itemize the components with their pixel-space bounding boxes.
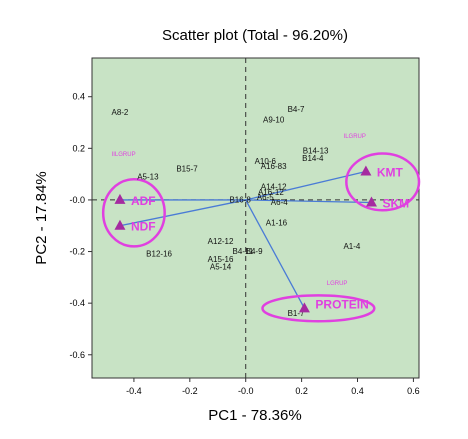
loading-vector-ndf bbox=[119, 199, 246, 227]
sample-label: B15-7 bbox=[176, 165, 198, 174]
highlight-ellipse-right bbox=[345, 152, 421, 212]
loading-label-protein: PROTEIN bbox=[315, 297, 368, 311]
y-tick-label: 0.2 bbox=[72, 143, 85, 153]
sample-label: A8-2 bbox=[111, 108, 128, 117]
loading-marker-protein bbox=[298, 302, 310, 313]
loading-marker-adf bbox=[114, 193, 126, 204]
y-axis-label: PC2 - 17.84% bbox=[33, 171, 50, 264]
loading-marker-skm bbox=[365, 196, 377, 207]
highlight-ellipses bbox=[101, 152, 421, 323]
x-axis-label: PC1 - 78.36% bbox=[208, 407, 301, 424]
loading-markers: ADF NDF KMT SKM PROTEIN bbox=[114, 165, 409, 313]
y-tick-label: -0.2 bbox=[69, 247, 85, 257]
sample-label: B4-11 bbox=[233, 247, 254, 256]
sample-label: A16-12 bbox=[258, 188, 284, 197]
y-tick-label: -0.4 bbox=[69, 298, 85, 308]
sample-label: A5-14 bbox=[210, 263, 232, 272]
sample-label: A16-83 bbox=[261, 162, 287, 171]
sample-label: A9-10 bbox=[263, 116, 285, 125]
group-label: IILGRUP bbox=[112, 152, 136, 158]
loading-marker-kmt bbox=[360, 165, 372, 176]
x-tick-label: -0.4 bbox=[126, 386, 142, 396]
y-axis-ticks: 0.4 0.2 -0.0 -0.2 -0.4 -0.6 bbox=[69, 92, 92, 360]
sample-label: B16-8 bbox=[229, 196, 251, 205]
sample-label: B14-4 bbox=[302, 154, 324, 163]
loading-vector-skm bbox=[245, 199, 372, 204]
sample-label: B1-7 bbox=[288, 309, 305, 318]
x-tick-label: -0.0 bbox=[238, 386, 254, 396]
loading-vector-protein bbox=[245, 199, 305, 309]
group-labels: IILGRUP ILGRUP LGRUP bbox=[112, 134, 366, 287]
highlight-ellipse-bottom bbox=[261, 294, 376, 323]
loading-marker-ndf bbox=[114, 219, 126, 230]
sample-label: B14-13 bbox=[303, 146, 329, 155]
sample-label: A5-13 bbox=[137, 172, 159, 181]
loading-label-skm: SKM bbox=[382, 197, 409, 211]
x-tick-label: 0.6 bbox=[407, 386, 420, 396]
group-label: ILGRUP bbox=[344, 134, 366, 140]
loading-label-ndf: NDF bbox=[131, 220, 156, 234]
x-axis-ticks: -0.4 -0.2 -0.0 0.2 0.4 0.6 bbox=[126, 378, 420, 396]
y-tick-label: -0.0 bbox=[69, 195, 85, 205]
sample-label: A15-16 bbox=[208, 255, 234, 264]
sample-label: B4-9 bbox=[246, 247, 263, 256]
chart-title: Scatter plot (Total - 96.20%) bbox=[162, 27, 348, 44]
sample-label: B4-7 bbox=[288, 105, 305, 114]
sample-label: A12-12 bbox=[208, 237, 234, 246]
sample-label: A10-6 bbox=[255, 157, 277, 166]
sample-label: B12-16 bbox=[146, 250, 172, 259]
y-tick-label: 0.4 bbox=[72, 92, 85, 102]
sample-label: A1-16 bbox=[266, 219, 288, 228]
sample-label: A14-12 bbox=[261, 183, 287, 192]
x-tick-label: -0.2 bbox=[182, 386, 198, 396]
group-label: LGRUP bbox=[327, 281, 348, 287]
sample-label: A6-4 bbox=[271, 198, 288, 207]
sample-label: A1-4 bbox=[343, 242, 360, 251]
x-tick-label: 0.2 bbox=[295, 386, 308, 396]
x-tick-label: 0.4 bbox=[351, 386, 364, 396]
loading-label-adf: ADF bbox=[131, 194, 156, 208]
sample-label: A6-5 bbox=[257, 193, 274, 202]
loading-label-kmt: KMT bbox=[377, 166, 404, 180]
y-tick-label: -0.6 bbox=[69, 350, 85, 360]
highlight-ellipse-left bbox=[101, 178, 166, 248]
